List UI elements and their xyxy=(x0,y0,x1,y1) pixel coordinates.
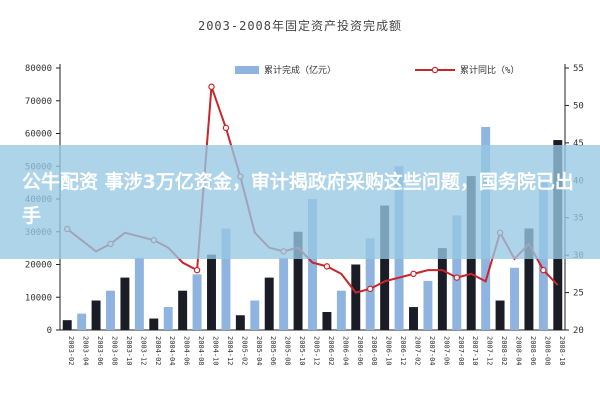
x-tick-label: 2005-04 xyxy=(255,336,263,366)
bar xyxy=(322,311,332,330)
x-tick-label: 2005-12 xyxy=(313,336,321,366)
bar xyxy=(495,300,505,330)
x-tick-label: 2005-06 xyxy=(269,336,277,366)
bar xyxy=(207,254,216,330)
legend-label-line: 累计同比（%） xyxy=(460,64,519,76)
x-tick-label: 2005-02 xyxy=(240,336,248,366)
chart-title: 2003-2008年固定资产投资完成额 xyxy=(198,18,402,33)
line-point xyxy=(193,266,201,274)
x-tick-label: 2007-04 xyxy=(428,336,436,366)
line-point xyxy=(410,270,417,278)
bar xyxy=(409,307,418,330)
y2-tick-label: 50 xyxy=(573,101,584,111)
x-tick-label: 2008-08 xyxy=(543,336,551,366)
x-tick-label: 2003-06 xyxy=(96,336,104,366)
y-tick-label: 0 xyxy=(47,326,52,336)
x-tick-label: 2006-04 xyxy=(341,336,349,366)
x-tick-label: 2006-02 xyxy=(327,336,335,366)
x-tick-label: 2005-08 xyxy=(284,336,292,366)
x-tick-label: 2008-10 xyxy=(558,336,566,366)
bar xyxy=(279,257,289,330)
bar xyxy=(437,248,447,330)
bar xyxy=(423,280,433,330)
y-tick-label: 10000 xyxy=(25,293,52,303)
bar xyxy=(365,238,375,330)
headline-text[interactable]: 公牛配资 事涉3万亿资金，审计揭政府采购这些问题，国务院已出手 xyxy=(22,171,574,227)
x-tick-label: 2004-06 xyxy=(183,336,191,366)
bar xyxy=(524,228,534,330)
x-tick-label: 2004-02 xyxy=(154,336,162,366)
bar xyxy=(452,215,462,330)
x-tick-label: 2008-06 xyxy=(529,336,537,366)
x-tick-label: 2007-08 xyxy=(457,336,465,366)
y2-tick-label: 25 xyxy=(573,289,584,299)
bar xyxy=(351,264,361,330)
bar xyxy=(77,313,87,330)
x-tick-label: 2003-10 xyxy=(125,336,133,366)
x-tick-label: 2004-10 xyxy=(212,336,220,366)
x-tick-label: 2008-04 xyxy=(515,336,523,366)
x-tick-label: 2008-02 xyxy=(500,336,508,366)
x-tick-label: 2007-10 xyxy=(471,336,479,366)
bar xyxy=(250,300,260,330)
x-tick-label: 2006-12 xyxy=(399,336,407,366)
bar xyxy=(235,315,245,330)
y-tick-label: 70000 xyxy=(25,97,52,107)
x-tick-label: 2003-04 xyxy=(82,336,90,366)
y-tick-label: 80000 xyxy=(25,64,52,74)
bar xyxy=(149,318,159,330)
x-tick-label: 2006-08 xyxy=(370,336,378,366)
bar xyxy=(62,320,72,330)
bar xyxy=(221,228,231,330)
line-point xyxy=(323,263,331,270)
bar xyxy=(380,205,390,330)
x-tick-label: 2003-12 xyxy=(139,336,147,366)
chart-legend: 累计完成（亿元） 累计同比（%） xyxy=(235,64,519,76)
headline-banner: 公牛配资 事涉3万亿资金，审计揭政府采购这些问题，国务院已出手 xyxy=(0,145,600,259)
y-tick-label: 60000 xyxy=(25,130,52,140)
x-tick-label: 2007-02 xyxy=(414,336,422,366)
x-tick-label: 2006-10 xyxy=(385,336,393,366)
bar xyxy=(106,290,115,330)
line-point xyxy=(540,266,547,274)
x-tick-label: 2006-06 xyxy=(356,336,364,366)
bar xyxy=(510,267,519,330)
x-tick-label: 2004-12 xyxy=(226,336,234,366)
y-tick-label: 20000 xyxy=(25,261,52,271)
bar xyxy=(264,277,274,330)
bar xyxy=(192,274,202,330)
line-point xyxy=(222,124,230,132)
x-tick-label: 2003-08 xyxy=(111,336,119,366)
y2-tick-label: 55 xyxy=(573,64,584,74)
y2-tick-label: 20 xyxy=(573,326,584,336)
bar xyxy=(91,300,101,330)
bar xyxy=(178,290,188,330)
x-axis: 2003-02 2003-04 2003-06 2003-08 2003-10 2003-… xyxy=(60,329,566,366)
line-point xyxy=(453,274,460,281)
bar xyxy=(293,231,303,330)
bar xyxy=(134,257,144,330)
bar xyxy=(336,290,346,330)
line-point xyxy=(367,285,374,293)
bar xyxy=(163,307,173,330)
x-tick-label: 2005-10 xyxy=(298,336,306,366)
x-tick-label: 2004-04 xyxy=(168,336,176,366)
legend-swatch-bar xyxy=(235,66,259,74)
y2-tick-label: 45 xyxy=(573,139,584,149)
x-tick-label: 2004-08 xyxy=(197,336,205,366)
legend-label-bar: 累计完成（亿元） xyxy=(264,64,336,76)
x-tick-label: 2007-06 xyxy=(442,336,450,366)
legend-marker-line xyxy=(431,66,439,74)
x-tick-label: 2007-12 xyxy=(486,336,494,366)
line-point xyxy=(208,83,215,90)
bar xyxy=(120,277,130,330)
x-tick-label: 2003-02 xyxy=(67,336,75,366)
bar xyxy=(308,199,317,330)
